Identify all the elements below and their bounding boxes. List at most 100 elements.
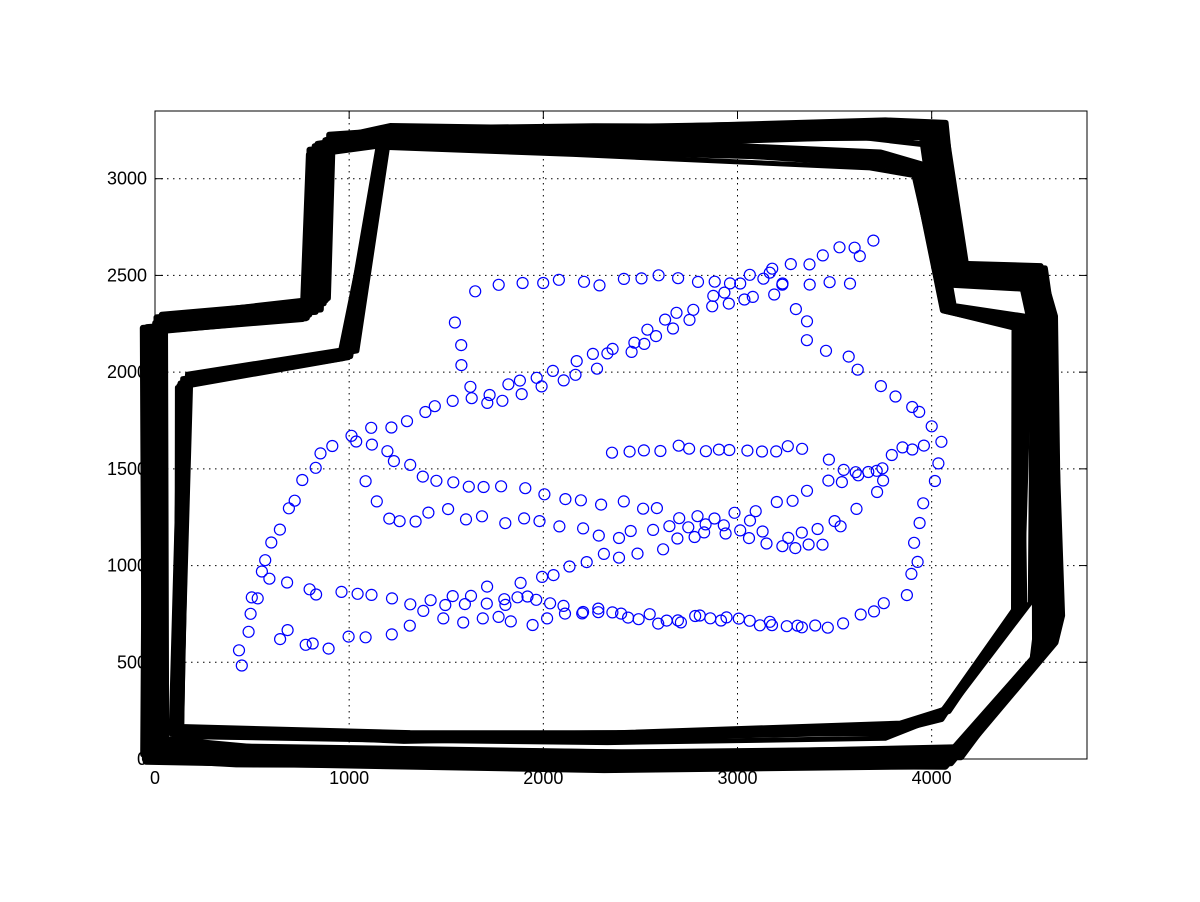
data-point	[359, 631, 372, 644]
data-point	[265, 536, 278, 549]
data-point	[557, 599, 570, 613]
x-tick-label: 3000	[717, 768, 757, 788]
data-point	[889, 390, 902, 403]
y-tick-labels: 0 500 1000 1500 2000 2500 3000	[107, 169, 147, 769]
data-point	[743, 514, 757, 527]
data-point	[273, 523, 286, 536]
data-point	[624, 524, 637, 538]
data-point	[538, 488, 551, 501]
data-point	[643, 608, 656, 621]
data-point	[625, 345, 638, 358]
x-tick-label: 1000	[329, 768, 369, 788]
data-point	[310, 588, 323, 601]
data-point	[477, 480, 490, 494]
data-point	[753, 619, 767, 632]
data-point	[623, 445, 636, 458]
data-point	[723, 443, 736, 457]
data-point	[617, 272, 631, 285]
data-point	[656, 543, 670, 556]
data-point	[867, 605, 881, 618]
data-point	[483, 388, 496, 402]
data-point	[242, 625, 255, 638]
data-point	[393, 515, 406, 528]
data-point	[499, 598, 512, 612]
data-point	[802, 538, 815, 551]
data-point	[770, 445, 783, 458]
data-point	[480, 597, 493, 610]
data-point	[516, 276, 529, 290]
data-point	[749, 505, 762, 518]
data-point	[594, 498, 608, 511]
data-point	[417, 604, 430, 618]
data-point	[691, 510, 704, 523]
data-point	[789, 303, 803, 316]
data-point	[612, 551, 626, 564]
data-point	[800, 484, 814, 497]
data-point	[636, 502, 650, 515]
data-point	[781, 440, 794, 453]
data-point	[803, 258, 816, 271]
data-point	[905, 567, 918, 581]
data-point	[404, 598, 417, 611]
data-point	[553, 520, 566, 533]
data-point	[590, 362, 604, 375]
data-point	[719, 527, 732, 540]
data-point	[650, 502, 664, 515]
data-point	[281, 623, 294, 637]
data-point	[385, 628, 398, 641]
data-point	[816, 249, 829, 262]
data-point	[511, 591, 524, 604]
data-point	[638, 337, 651, 350]
data-point	[592, 606, 605, 619]
data-point	[734, 277, 747, 290]
data-point	[404, 458, 417, 471]
data-point	[464, 589, 478, 603]
data-point	[282, 502, 295, 515]
boundary-traces	[139, 117, 1066, 774]
data-point	[342, 630, 355, 643]
data-point	[403, 619, 416, 632]
data-point	[732, 612, 745, 625]
data-point	[911, 555, 924, 569]
boundary-trace	[179, 129, 1035, 737]
data-point	[756, 525, 769, 538]
data-point	[776, 540, 789, 553]
data-point	[742, 531, 756, 545]
data-point	[789, 541, 802, 555]
data-point	[682, 442, 696, 455]
data-point	[597, 547, 611, 561]
data-point	[614, 607, 628, 620]
data-point	[765, 619, 779, 632]
data-point	[822, 474, 835, 487]
data-point	[281, 576, 294, 589]
data-point	[768, 288, 781, 301]
data-point	[728, 506, 741, 519]
data-point	[850, 502, 863, 515]
data-point	[359, 475, 372, 488]
data-point	[666, 322, 680, 335]
data-point	[741, 444, 754, 457]
data-point	[274, 632, 287, 646]
data-point	[365, 438, 378, 451]
data-point	[670, 306, 683, 319]
data-point	[442, 503, 455, 516]
data-point	[658, 313, 672, 326]
data-point	[574, 494, 588, 507]
data-point	[738, 293, 751, 306]
data-point	[671, 614, 685, 627]
data-point	[654, 444, 667, 458]
data-point	[722, 297, 735, 310]
data-point	[776, 277, 789, 290]
data-point	[842, 350, 855, 363]
data-point	[714, 614, 728, 627]
tick-marks	[154, 111, 1087, 760]
data-point	[570, 355, 583, 368]
data-point	[504, 615, 517, 628]
data-point	[409, 515, 422, 528]
data-point	[576, 522, 590, 535]
data-point	[517, 512, 531, 525]
data-point	[385, 421, 398, 434]
data-point	[617, 495, 630, 508]
data-point	[641, 323, 654, 336]
